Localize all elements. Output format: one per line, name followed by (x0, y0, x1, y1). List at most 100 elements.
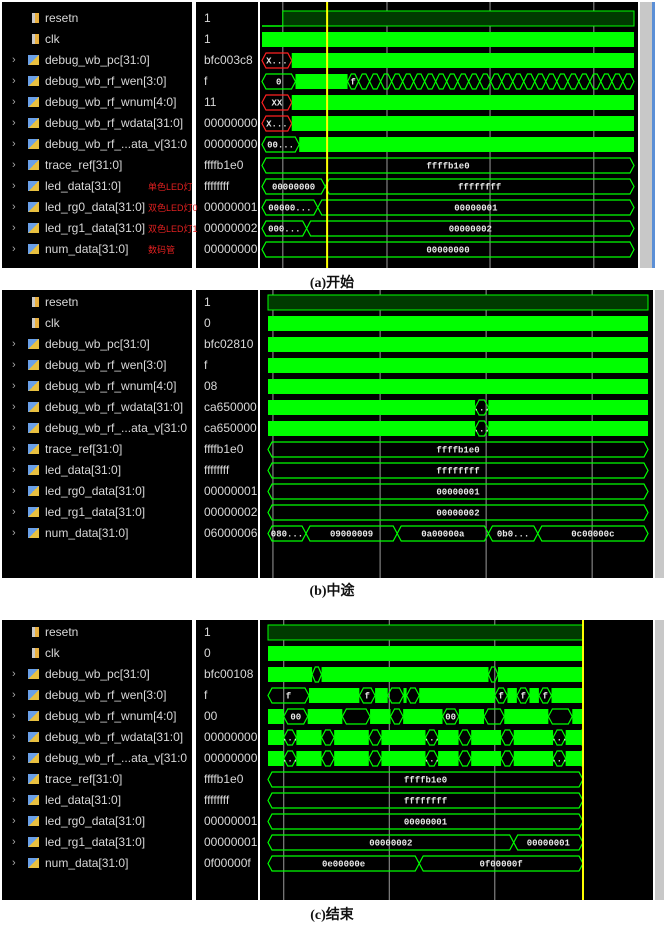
signal-row[interactable]: › trace_ref[31:0] (2, 439, 192, 459)
chevron-right-icon[interactable]: › (12, 689, 16, 701)
signal-row[interactable]: resetn (2, 292, 192, 312)
signal-row[interactable]: › led_rg1_data[31:0] (2, 502, 192, 522)
chevron-right-icon[interactable]: › (12, 117, 16, 129)
signal-row[interactable]: › num_data[31:0] (2, 853, 192, 873)
bus-segment (357, 73, 371, 90)
signal-row[interactable]: › led_data[31:0] (2, 460, 192, 480)
chevron-right-icon[interactable]: › (12, 752, 16, 764)
chevron-right-icon[interactable]: › (12, 527, 16, 539)
bus-value-label: ... (474, 425, 490, 435)
signal-row[interactable]: › num_data[31:0] (2, 239, 192, 259)
waveform-area[interactable]: X... 0 f XX X... 00... ffffb1e0 00000000 fffffff… (260, 2, 638, 268)
chevron-right-icon[interactable]: › (12, 96, 16, 108)
bit-signal-icon (32, 627, 39, 637)
signal-row[interactable]: › debug_wb_rf_...ata_v[31:0 (2, 748, 192, 768)
scrollbar-thumb[interactable] (652, 2, 655, 268)
bus-value-label: 00000001 (527, 839, 571, 849)
waveform-area[interactable]: ...... ffffb1e0 ffffffff 00000001 00000002 08… (260, 290, 653, 578)
signal-row[interactable]: › debug_wb_rf_wen[3:0] (2, 71, 192, 91)
chevron-right-icon[interactable]: › (12, 710, 16, 722)
signal-row[interactable]: › debug_wb_rf_wdata[31:0] (2, 113, 192, 133)
signal-value: 00000000 (204, 137, 258, 151)
vertical-scrollbar[interactable] (655, 620, 664, 900)
chevron-right-icon[interactable]: › (12, 380, 16, 392)
signal-row[interactable]: › debug_wb_pc[31:0] (2, 664, 192, 684)
chevron-right-icon[interactable]: › (12, 401, 16, 413)
bus-segment (320, 750, 335, 767)
signal-row[interactable]: › debug_wb_rf_wdata[31:0] (2, 397, 192, 417)
signal-row[interactable]: › debug_wb_rf_wnum[4:0] (2, 92, 192, 112)
bus-signal-icon (28, 223, 39, 233)
chevron-right-icon[interactable]: › (12, 836, 16, 848)
signal-name: debug_wb_rf_wdata[31:0] (45, 400, 184, 414)
chevron-right-icon[interactable]: › (12, 138, 16, 150)
signal-row[interactable]: › debug_wb_pc[31:0] (2, 334, 192, 354)
signal-row[interactable]: › led_rg0_data[31:0] (2, 481, 192, 501)
chevron-right-icon[interactable]: › (12, 668, 16, 680)
signal-row[interactable]: › debug_wb_rf_wen[3:0] (2, 685, 192, 705)
vertical-scrollbar[interactable] (640, 2, 652, 268)
signal-row[interactable]: › debug_wb_rf_...ata_v[31:0 (2, 134, 192, 154)
vertical-scrollbar[interactable] (655, 290, 664, 578)
bus-value-label: f (498, 692, 503, 702)
chevron-right-icon[interactable]: › (12, 443, 16, 455)
signal-row[interactable]: › led_data[31:0] (2, 790, 192, 810)
bus-segment (468, 73, 481, 90)
chevron-right-icon[interactable]: › (12, 794, 16, 806)
signal-row[interactable]: › led_rg0_data[31:0] (2, 811, 192, 831)
signal-name: clk (45, 32, 60, 46)
bus-value-label: 0a00000a (421, 530, 465, 540)
chevron-right-icon[interactable]: › (12, 54, 16, 66)
bus-signal-icon (28, 795, 39, 805)
chevron-right-icon[interactable]: › (12, 773, 16, 785)
dense-waveform (291, 116, 634, 131)
chevron-right-icon[interactable]: › (12, 464, 16, 476)
chevron-right-icon[interactable]: › (12, 180, 16, 192)
waveform-area[interactable]: f f f f f 00 00.................. ffffb1e0 fffff… (260, 620, 653, 900)
signal-row[interactable]: › led_rg0_data[31:0] (2, 197, 192, 217)
signal-row[interactable]: › led_rg1_data[31:0] (2, 218, 192, 238)
signal-row[interactable]: › debug_wb_rf_...ata_v[31:0 (2, 418, 192, 438)
chevron-right-icon[interactable]: › (12, 359, 16, 371)
chevron-right-icon[interactable]: › (12, 506, 16, 518)
chevron-right-icon[interactable]: › (12, 338, 16, 350)
signal-row[interactable]: clk (2, 643, 192, 663)
chevron-right-icon[interactable]: › (12, 857, 16, 869)
signal-row[interactable]: resetn (2, 622, 192, 642)
dense-waveform (381, 751, 426, 766)
chevron-right-icon[interactable]: › (12, 75, 16, 87)
bus-segment (267, 462, 649, 479)
bus-signal-icon (28, 160, 39, 170)
chevron-right-icon[interactable]: › (12, 485, 16, 497)
bus-segment (622, 73, 635, 90)
signal-name: debug_wb_pc[31:0] (45, 667, 150, 681)
signal-row[interactable]: › debug_wb_rf_wnum[4:0] (2, 706, 192, 726)
signal-row[interactable]: › trace_ref[31:0] (2, 769, 192, 789)
signal-row[interactable]: › trace_ref[31:0] (2, 155, 192, 175)
bus-segment (434, 73, 448, 90)
signal-row[interactable]: › debug_wb_pc[31:0] (2, 50, 192, 70)
chevron-right-icon[interactable]: › (12, 159, 16, 171)
signal-row[interactable]: › led_rg1_data[31:0] (2, 832, 192, 852)
signal-row[interactable]: › debug_wb_rf_wnum[4:0] (2, 376, 192, 396)
signal-row[interactable]: clk (2, 313, 192, 333)
signal-row[interactable]: › num_data[31:0] (2, 523, 192, 543)
dense-waveform (513, 751, 554, 766)
chevron-right-icon[interactable]: › (12, 243, 16, 255)
signal-row[interactable]: › led_data[31:0] (2, 176, 192, 196)
signal-row[interactable]: resetn (2, 8, 192, 28)
chevron-right-icon[interactable]: › (12, 222, 16, 234)
dense-waveform (375, 688, 388, 703)
chevron-right-icon[interactable]: › (12, 201, 16, 213)
signal-row[interactable]: › debug_wb_rf_wdata[31:0] (2, 727, 192, 747)
signal-value-row: f (196, 71, 258, 91)
signal-row[interactable]: clk (2, 29, 192, 49)
chevron-right-icon[interactable]: › (12, 731, 16, 743)
bus-value-label: 00000... (268, 204, 311, 214)
chevron-right-icon[interactable]: › (12, 422, 16, 434)
bus-value-label: ffffffff (436, 467, 479, 477)
signal-name: clk (45, 316, 60, 330)
signal-row[interactable]: › debug_wb_rf_wen[3:0] (2, 355, 192, 375)
chevron-right-icon[interactable]: › (12, 815, 16, 827)
signal-value: 00000000 (204, 242, 258, 256)
